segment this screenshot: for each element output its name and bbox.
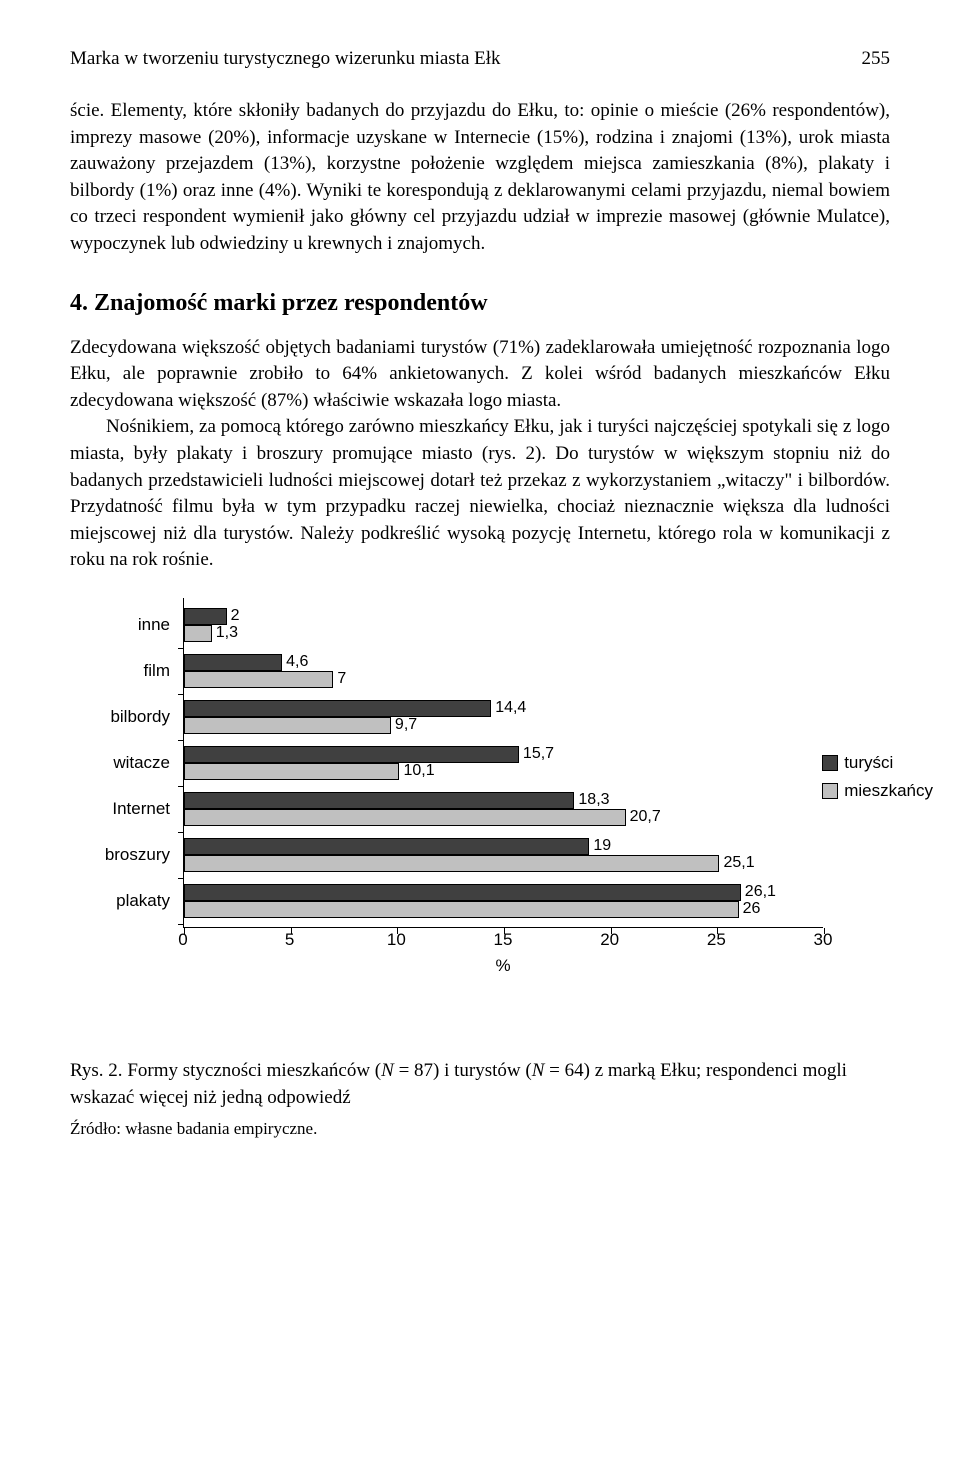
chart-bar xyxy=(184,654,282,671)
legend-swatch xyxy=(822,783,838,799)
chart-x-tick: 30 xyxy=(814,930,833,950)
chart-bar xyxy=(184,838,589,855)
figure-source: Źródło: własne badania empiryczne. xyxy=(70,1119,890,1139)
chart-bar-label: 18,3 xyxy=(578,791,609,809)
chart-bar xyxy=(184,884,741,901)
chart-bar-label: 26,1 xyxy=(745,883,776,901)
chart-bar xyxy=(184,608,227,625)
legend-label: turyści xyxy=(844,753,893,773)
paragraph-2: Zdecydowana większość objętych badaniami… xyxy=(70,335,890,415)
caption-label: Rys. 2. xyxy=(70,1060,123,1081)
chart-bar-label: 9,7 xyxy=(395,716,417,734)
chart-bar-label: 20,7 xyxy=(630,808,661,826)
chart-y-label: bilbordy xyxy=(110,707,170,727)
chart-bar xyxy=(184,625,212,642)
chart-y-label: witacze xyxy=(113,753,170,773)
running-title: Marka w tworzeniu turystycznego wizerunk… xyxy=(70,48,501,70)
chart-bar-label: 4,6 xyxy=(286,653,308,671)
chart-bar xyxy=(184,809,626,826)
chart-bar-label: 14,4 xyxy=(495,699,526,717)
figure-2: inne film bilbordy witacze Internet broszury p… xyxy=(98,598,890,998)
chart-x-tick: 10 xyxy=(387,930,406,950)
chart-x-tick: 25 xyxy=(707,930,726,950)
chart-bar-label: 10,1 xyxy=(403,762,434,780)
chart-bar xyxy=(184,901,739,918)
chart-x-tick: 5 xyxy=(285,930,294,950)
running-head: Marka w tworzeniu turystycznego wizerunk… xyxy=(70,48,890,70)
chart-bar-label: 19 xyxy=(593,837,611,855)
chart-bar-label: 7 xyxy=(337,670,346,688)
chart-bar-label: 1,3 xyxy=(216,624,238,642)
section-heading: 4. Znajomość marki przez respondentów xyxy=(70,290,890,317)
chart-bar xyxy=(184,671,333,688)
chart-y-label: broszury xyxy=(105,845,170,865)
legend-item: mieszkańcy xyxy=(822,781,933,801)
caption-text-a: Formy styczności mieszkańców ( xyxy=(123,1060,382,1081)
chart-bar xyxy=(184,792,574,809)
chart-bar xyxy=(184,717,391,734)
chart-y-label: inne xyxy=(138,615,170,635)
chart-x-tick: 0 xyxy=(178,930,187,950)
paragraph-1: ście. Elementy, które skłoniły badanych … xyxy=(70,98,890,258)
paragraph-3: Nośnikiem, za pomocą którego zarówno mie… xyxy=(70,414,890,574)
chart-y-label: plakaty xyxy=(116,891,170,911)
chart-bar xyxy=(184,855,719,872)
legend-label: mieszkańcy xyxy=(844,781,933,801)
chart-bar xyxy=(184,763,399,780)
chart-x-axis-title: % xyxy=(183,956,823,976)
chart-bar-label: 15,7 xyxy=(523,745,554,763)
page-number: 255 xyxy=(862,48,891,70)
chart-y-label: Internet xyxy=(112,799,170,819)
chart-bar-label: 25,1 xyxy=(723,854,754,872)
figure-caption: Rys. 2. Formy styczności mieszkańców (N … xyxy=(70,1058,890,1111)
chart: inne film bilbordy witacze Internet broszury p… xyxy=(98,598,953,998)
caption-n1: N xyxy=(381,1060,394,1081)
chart-bar xyxy=(184,746,519,763)
chart-x-tick: 15 xyxy=(494,930,513,950)
chart-legend: turyści mieszkańcy xyxy=(822,753,933,809)
legend-swatch xyxy=(822,755,838,771)
legend-item: turyści xyxy=(822,753,933,773)
caption-n2: N xyxy=(532,1060,545,1081)
chart-x-tick: 20 xyxy=(600,930,619,950)
caption-text-b: = 87) i turystów ( xyxy=(394,1060,532,1081)
chart-y-label: film xyxy=(144,661,170,681)
chart-bar-label: 26 xyxy=(743,900,761,918)
chart-bar xyxy=(184,700,491,717)
chart-bar-label: 2 xyxy=(231,607,240,625)
